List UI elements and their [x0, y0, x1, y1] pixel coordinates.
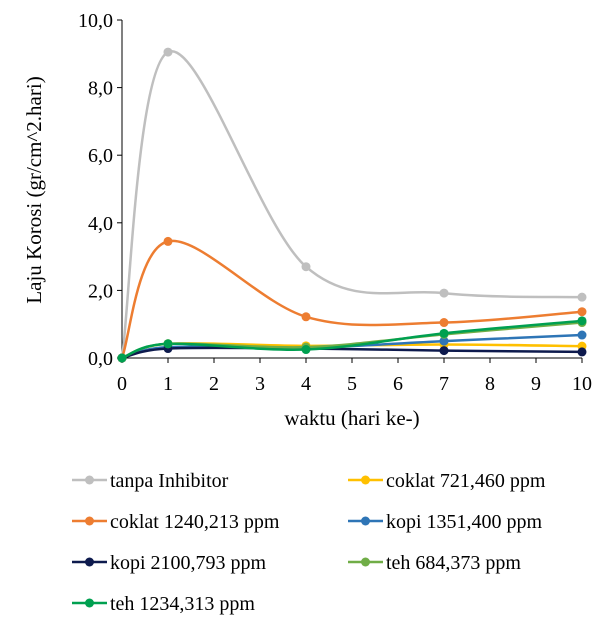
legend: tanpa Inhibitor coklat 721,460 ppm coklat … [72, 470, 546, 615]
legend-label: tanpa Inhibitor [110, 470, 229, 492]
data-point [577, 316, 587, 326]
x-tick-label: 3 [255, 373, 265, 395]
data-point [163, 339, 173, 349]
legend-swatch-marker [85, 516, 94, 526]
legend-swatch-marker [85, 475, 94, 485]
data-point [439, 288, 449, 298]
x-tick-label: 10 [572, 373, 592, 395]
x-tick-label: 9 [531, 373, 541, 395]
series-line [120, 239, 583, 359]
data-point [163, 236, 173, 246]
series-line [121, 346, 583, 360]
y-tick-label: 2,0 [88, 280, 113, 302]
data-point [117, 353, 127, 363]
data-points [117, 47, 587, 363]
axes: 0,0 2,0 4,0 6,0 8,0 10,0 0 1 2 3 4 5 6 7 8 9 10 [78, 10, 592, 395]
data-point [439, 318, 449, 328]
legend-swatch-marker [85, 557, 94, 567]
y-axis-title: Laju Korosi (gr/cm^2.hari) [22, 76, 46, 303]
legend-swatch-marker [361, 475, 370, 485]
legend-swatch-marker [85, 598, 94, 608]
data-point [577, 347, 587, 357]
y-tick-label: 0,0 [88, 348, 113, 370]
x-tick-label: 2 [209, 373, 219, 395]
x-tick-label: 1 [163, 373, 173, 395]
data-point [163, 47, 173, 57]
legend-swatch-marker [361, 516, 370, 526]
legend-swatch-marker [361, 557, 370, 567]
x-tick-label: 8 [485, 373, 495, 395]
x-tick-label: 6 [393, 373, 403, 395]
data-point [301, 262, 311, 272]
data-point [439, 336, 449, 346]
data-point [577, 307, 587, 317]
legend-label: kopi 2100,793 ppm [110, 552, 267, 574]
data-point [577, 330, 587, 340]
x-tick-label: 0 [117, 373, 127, 395]
legend-label: kopi 1351,400 ppm [386, 511, 543, 533]
legend-label: coklat 1240,213 ppm [110, 511, 280, 533]
y-tick-label: 6,0 [88, 145, 113, 167]
legend-label: teh 1234,313 ppm [110, 593, 255, 615]
y-tick-label: 8,0 [88, 78, 113, 100]
data-point [439, 346, 449, 356]
y-tick-label: 10,0 [78, 10, 113, 32]
series-lines [120, 50, 583, 360]
x-tick-label: 7 [439, 373, 449, 395]
data-point [439, 328, 449, 338]
data-point [301, 345, 311, 355]
data-point [301, 312, 311, 322]
x-tick-label: 4 [301, 373, 311, 395]
legend-label: teh 684,373 ppm [386, 552, 521, 574]
x-tick-label: 5 [347, 373, 357, 395]
data-point [577, 292, 587, 302]
y-tick-label: 4,0 [88, 213, 113, 235]
x-axis-title: waktu (hari ke-) [284, 406, 419, 430]
series-line [120, 50, 583, 359]
legend-label: coklat 721,460 ppm [386, 470, 546, 492]
